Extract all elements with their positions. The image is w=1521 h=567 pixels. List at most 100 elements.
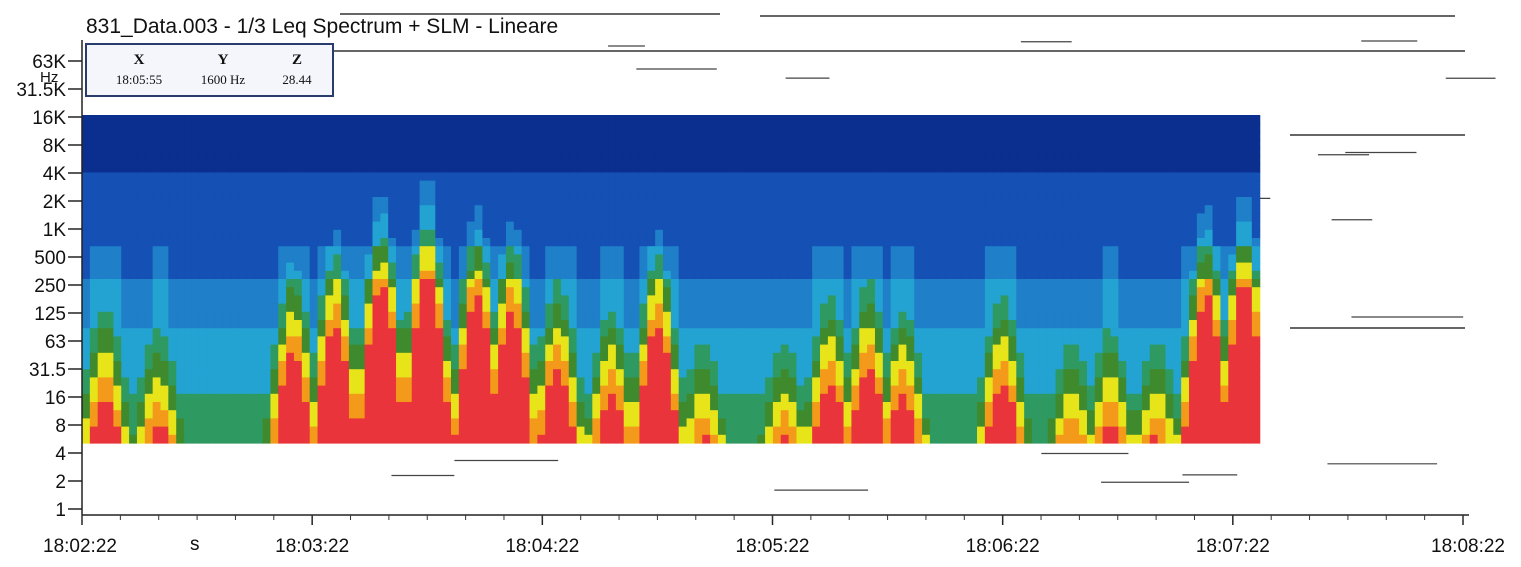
heatmap-cell	[733, 205, 743, 214]
heatmap-cell	[961, 270, 970, 280]
heatmap-cell	[757, 320, 766, 329]
heatmap-cell	[474, 377, 484, 387]
heatmap-cell	[961, 410, 970, 419]
heatmap-cell	[458, 115, 468, 124]
heatmap-cell	[152, 320, 162, 329]
heatmap-cell	[443, 156, 452, 165]
heatmap-cell	[403, 131, 413, 141]
heatmap-cell	[537, 270, 546, 280]
heatmap-cell	[953, 221, 962, 231]
heatmap-cell	[1000, 361, 1010, 370]
heatmap-cell	[859, 328, 868, 337]
heatmap-cell	[655, 205, 664, 214]
heatmap-cell	[992, 172, 1002, 182]
heatmap-cell	[984, 139, 994, 149]
heatmap-cell	[458, 377, 468, 387]
heatmap-cell	[639, 205, 648, 214]
heatmap-cell	[89, 164, 99, 173]
heatmap-cell	[207, 295, 217, 305]
heatmap-cell	[992, 361, 1002, 370]
heatmap-cell	[843, 147, 853, 157]
heatmap-cell	[411, 147, 421, 157]
heatmap-cell	[207, 147, 217, 157]
heatmap-cell	[757, 221, 766, 231]
heatmap-cell	[874, 311, 884, 321]
heatmap-cell	[780, 205, 790, 214]
heatmap-cell	[458, 188, 468, 198]
heatmap-cell	[513, 418, 523, 428]
heatmap-cell	[749, 205, 758, 214]
heatmap-cell	[961, 172, 970, 182]
heatmap-cell	[898, 377, 907, 387]
heatmap-cell	[466, 246, 476, 255]
heatmap-cell	[372, 279, 381, 288]
heatmap-cell	[388, 188, 397, 198]
heatmap-cell	[568, 311, 578, 321]
heatmap-cell	[207, 369, 217, 378]
heatmap-cell	[419, 254, 429, 264]
heatmap-cell	[765, 344, 774, 354]
heatmap-cell	[757, 188, 766, 198]
heatmap-cell	[466, 147, 476, 157]
heatmap-cell	[223, 385, 232, 395]
heatmap-cell	[772, 393, 782, 403]
heatmap-cell	[772, 262, 782, 272]
heatmap-cell	[1032, 221, 1041, 231]
heatmap-cell	[443, 123, 452, 132]
heatmap-cell	[937, 311, 947, 321]
heatmap-cell	[1039, 287, 1049, 296]
heatmap-cell	[623, 402, 633, 411]
heatmap-cell	[600, 385, 609, 395]
heatmap-cell	[458, 385, 468, 395]
heatmap-cell	[922, 410, 931, 419]
heatmap-cell	[105, 328, 114, 337]
heatmap-cell	[82, 147, 91, 157]
heatmap-cell	[1024, 229, 1033, 239]
heatmap-cell	[97, 385, 107, 395]
heatmap-cell	[207, 279, 217, 288]
heatmap-cell	[364, 221, 374, 231]
heatmap-cell	[113, 352, 122, 362]
heatmap-cell	[623, 311, 633, 321]
heatmap-cell	[804, 410, 813, 419]
heatmap-cell	[121, 385, 130, 395]
heatmap-cell	[199, 205, 209, 214]
heatmap-cell	[168, 270, 177, 280]
heatmap-cell	[231, 147, 240, 157]
heatmap-cell	[702, 279, 711, 288]
heatmap-cell	[419, 393, 429, 403]
heatmap-cell	[796, 172, 805, 182]
heatmap-cell	[356, 393, 366, 403]
heatmap-cell	[804, 156, 813, 165]
heatmap-cell	[765, 123, 774, 132]
heatmap-cell	[364, 328, 374, 337]
heatmap-cell	[984, 172, 994, 182]
heatmap-cell	[129, 369, 138, 378]
heatmap-cell	[757, 352, 766, 362]
heatmap-cell	[435, 418, 444, 428]
heatmap-cell	[466, 123, 476, 132]
heatmap-cell	[136, 188, 146, 198]
heatmap-cell	[835, 164, 845, 173]
heatmap-cell	[466, 402, 476, 411]
heatmap-cell	[937, 156, 947, 165]
heatmap-cell	[576, 410, 586, 419]
heatmap-cell	[411, 434, 421, 444]
heatmap-cell	[560, 180, 570, 190]
heatmap-cell	[1000, 369, 1010, 378]
heatmap-cell	[505, 295, 515, 305]
heatmap-cell	[262, 238, 272, 247]
heatmap-cell	[843, 180, 853, 190]
heatmap-cell	[772, 361, 782, 370]
heatmap-cell	[160, 197, 169, 206]
heatmap-cell	[490, 180, 499, 190]
heatmap-cell	[922, 287, 931, 296]
heatmap-cell	[89, 320, 99, 329]
heatmap-cell	[97, 180, 107, 190]
heatmap-cell	[1039, 205, 1049, 214]
heatmap-cell	[1039, 426, 1049, 436]
heatmap-cell	[655, 213, 664, 223]
heatmap-cell	[670, 279, 680, 288]
heatmap-cell	[717, 418, 727, 428]
heatmap-cell	[945, 270, 955, 280]
